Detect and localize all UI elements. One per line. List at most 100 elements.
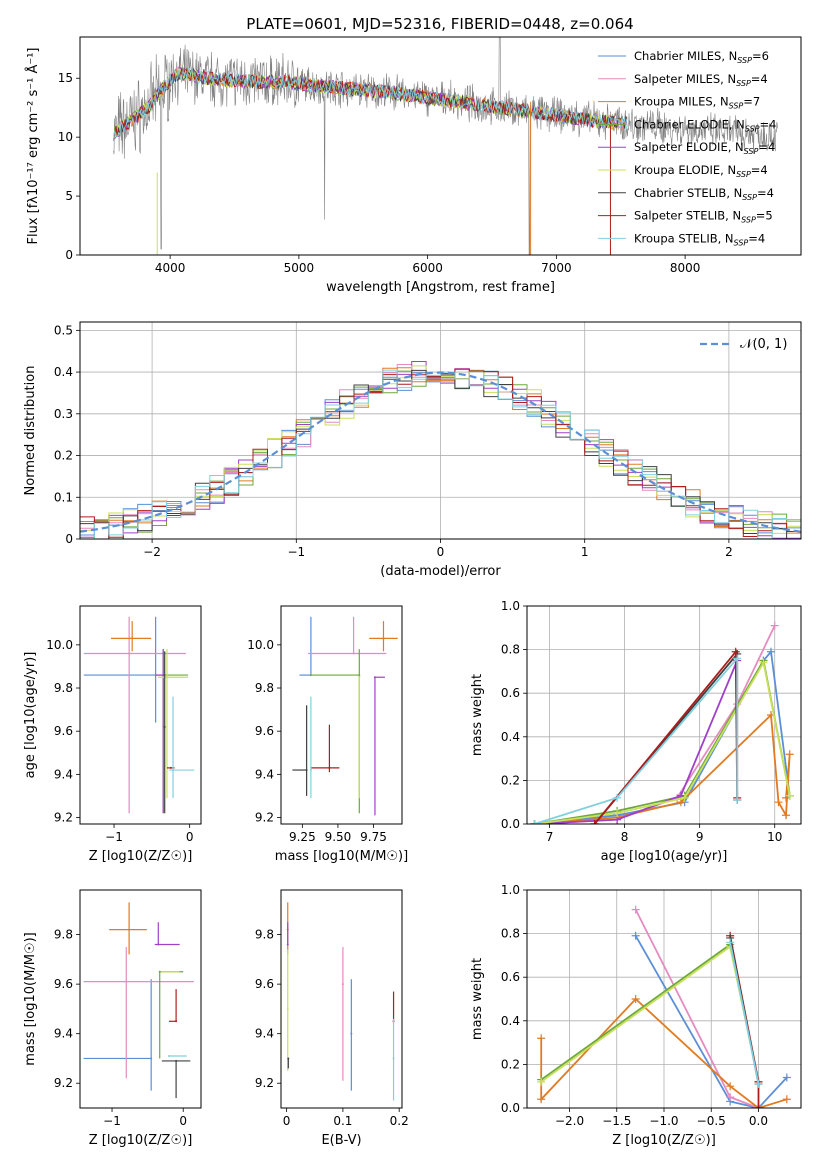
legend-value: =4 — [751, 163, 768, 177]
y-tick-label: 9.6 — [255, 977, 274, 991]
data-point-sa_elodie — [286, 943, 289, 946]
data-point-kr_miles — [382, 637, 385, 640]
x-tick-label: 10 — [767, 830, 782, 844]
data-point-kr_stelib — [167, 1054, 170, 1057]
weight-marker-kr_elodie — [537, 1077, 546, 1086]
y-tick-label: 0.1 — [54, 490, 73, 504]
data-point-ch_stelib — [287, 1057, 290, 1060]
legend-subscript: SSP — [745, 124, 760, 133]
weight-marker-sa_miles — [726, 1093, 735, 1102]
y-tick-label: 0.2 — [501, 773, 520, 787]
x-tick-label: 9.50 — [325, 830, 352, 844]
x-tick-label: 0.0 — [749, 1114, 768, 1128]
weight-marker-kr_elodie — [785, 791, 794, 800]
model-spectrum-kr_stelib — [113, 67, 628, 141]
x-tick-label: 7 — [546, 830, 554, 844]
legend-entry-ch_elodie: Chabrier ELODIE, NSSP=4 — [634, 117, 776, 133]
y-tick-label: 0.4 — [54, 365, 73, 379]
legend-entry-normal: 𝒩(0, 1) — [740, 337, 787, 352]
data-point-kr_elodie — [165, 676, 168, 679]
weight-marker-ch_miles — [766, 647, 775, 656]
x-tick-label: −1 — [103, 1114, 121, 1128]
weight-marker-kr_miles — [774, 798, 783, 807]
y-tick-label: 0.3 — [54, 407, 73, 421]
x-tick-label: 7000 — [541, 261, 572, 275]
legend-subscript: SSP — [737, 56, 752, 65]
weight-marker-kr_miles — [631, 995, 640, 1003]
weight-line-kr_miles — [534, 713, 791, 824]
y-tick-label: 9.6 — [54, 724, 73, 738]
x-tick-label: −1.5 — [602, 1114, 631, 1128]
weight-marker-kr_miles — [785, 750, 794, 759]
x-tick-label: −2 — [143, 545, 161, 559]
y-tick-label: 9.8 — [54, 681, 73, 695]
y-tick-label: 0.4 — [501, 1014, 520, 1028]
data-point-kr_elodie — [160, 970, 163, 973]
data-point-ch_stelib — [163, 725, 166, 728]
x-tick-label: 9 — [696, 830, 704, 844]
data-point-kr_elodie — [358, 676, 361, 679]
z_mass-frame — [79, 889, 202, 1109]
y-axis-label: mass weight — [470, 958, 485, 1040]
weight-line-kr_elodie — [540, 945, 760, 1083]
x-tick-label: −1 — [105, 830, 123, 844]
data-point-kr_miles — [131, 637, 134, 640]
legend-subscript: SSP — [734, 238, 749, 247]
ebv_mass-plot-area — [286, 902, 395, 1101]
x-tick-label: 8000 — [670, 261, 701, 275]
y-tick-label: 9.6 — [54, 977, 73, 991]
y-tick-label: 9.4 — [255, 767, 274, 781]
legend-value: =4 — [748, 231, 765, 245]
x-tick-label: 0 — [437, 545, 445, 559]
y-tick-label: 1.0 — [501, 599, 520, 613]
data-point-kr_miles — [128, 928, 131, 931]
x-tick-label: 5000 — [284, 261, 315, 275]
residuals-axes: −2 −1 0 1 2 0 0.1 0.2 0.3 0.4 0.5 (data-model)/erro… — [23, 322, 801, 579]
observed-spectrum-line — [113, 37, 779, 255]
z_weight-plot-area — [537, 905, 791, 1108]
legend-entry-ch_miles: Chabrier MILES, NSSP=6 — [634, 49, 769, 65]
y-tick-label: 10.0 — [46, 638, 73, 652]
weight-marker-kr_miles — [537, 1095, 546, 1104]
mass_age-plot-area — [292, 616, 398, 816]
y-tick-label: 0 — [65, 248, 73, 262]
y-tick-label: 9.8 — [255, 681, 274, 695]
weight-marker-kr_stelib — [613, 793, 622, 802]
y-tick-label: 9.4 — [255, 1027, 274, 1041]
z_mass-axes: −1 0 9.2 9.4 9.6 9.8 Z [log10(Z/Z☉)] mass [log1… — [23, 928, 192, 1148]
y-tick-label: 0.4 — [501, 730, 520, 744]
weight-marker-sa_stelib — [590, 820, 599, 824]
weight-line-kr_stelib — [729, 942, 760, 1085]
y-axis-label: age [log10(age/yr)] — [23, 652, 38, 779]
mass_age-frame — [280, 605, 403, 825]
y-tick-label: 9.8 — [255, 928, 274, 942]
legend-subscript: SSP — [736, 170, 751, 179]
legend-value: =4 — [760, 117, 777, 131]
weight-line-kr_stelib — [534, 655, 739, 824]
spectrum-axes: 4000 5000 6000 7000 8000 0 5 10 15 wavelength [An… — [25, 48, 700, 296]
data-point-sa_elodie — [162, 674, 165, 677]
weight-marker-sa_miles — [631, 905, 640, 914]
y-tick-label: 0.0 — [501, 1101, 520, 1115]
weight-marker-kr_stelib — [726, 938, 735, 947]
y-tick-label: 9.2 — [54, 1076, 73, 1090]
normal-curve — [80, 371, 801, 533]
weight-marker-kr_stelib — [733, 654, 742, 663]
weight-line-sa_miles — [534, 625, 776, 824]
residuals-plot-area — [80, 361, 801, 539]
y-tick-label: 0 — [65, 532, 73, 546]
data-point-sa_miles — [352, 652, 355, 655]
x-axis-label: Z [log10(Z/Z☉)] — [89, 849, 193, 864]
legend-subscript: SSP — [729, 102, 744, 111]
figure-title: PLATE=0601, MJD=52316, FIBERID=0448, z=0… — [246, 15, 633, 33]
y-axis-label: Flux [fλ10⁻¹⁷ erg cm⁻² s⁻¹ Å⁻¹] — [25, 48, 41, 245]
weight-marker-kr_elodie — [680, 793, 689, 802]
weight-line-ch_miles — [634, 935, 788, 1108]
y-axis-label: mass [log10(M/M☉)] — [23, 932, 38, 1065]
x-tick-label: 9.75 — [360, 830, 387, 844]
y-tick-label: 0.6 — [501, 686, 520, 700]
data-point-ch_miles — [150, 1057, 153, 1060]
legend-value: =4 — [757, 186, 774, 200]
mass_age-axes: 9.25 9.50 9.75 9.2 9.4 9.6 9.8 10.0 mass [log10(… — [247, 638, 408, 864]
